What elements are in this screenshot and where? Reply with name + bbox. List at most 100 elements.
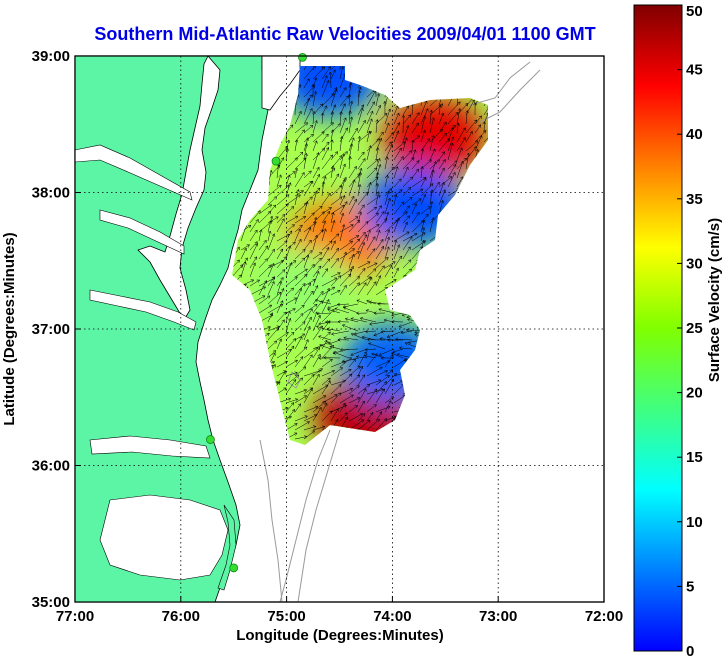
velocity-arrow: [393, 231, 410, 242]
velocity-arrow-head: [408, 150, 413, 154]
velocity-arrow-head: [352, 179, 356, 183]
velocity-arrow-head: [388, 188, 393, 192]
velocity-arrow-head: [338, 185, 343, 189]
velocity-arrow: [312, 103, 324, 116]
velocity-arrow: [402, 166, 409, 179]
velocity-arrow: [321, 410, 333, 422]
velocity-arrow-head: [314, 190, 318, 194]
velocity-arrow-head: [341, 324, 346, 328]
velocity-arrow: [384, 156, 388, 170]
velocity-arrow: [312, 120, 318, 134]
velocity-arrow: [249, 262, 256, 278]
velocity-arrow-head: [404, 221, 408, 226]
velocity-arrow-head: [406, 205, 410, 209]
velocity-arrow: [339, 111, 342, 125]
velocity-arrow: [375, 381, 387, 395]
velocity-arrow: [285, 182, 291, 197]
velocity-arrow-head: [325, 133, 329, 138]
velocity-arrow: [294, 129, 305, 143]
velocity-arrow-head: [438, 104, 442, 108]
velocity-arrow: [393, 211, 408, 224]
velocity-arrow: [429, 161, 437, 179]
velocity-arrow-head: [351, 137, 355, 141]
velocity-arrow: [240, 261, 246, 278]
velocity-arrow-head: [396, 122, 400, 126]
velocity-arrow-head: [252, 262, 257, 266]
velocity-arrow-head: [416, 211, 420, 216]
velocity-arrow: [321, 403, 328, 413]
velocity-arrow: [384, 396, 394, 404]
velocity-arrow-head: [387, 197, 391, 202]
velocity-arrow: [420, 206, 431, 215]
velocity-arrow-head: [353, 331, 358, 336]
velocity-arrow: [375, 265, 385, 278]
velocity-arrow: [429, 129, 443, 143]
velocity-arrow: [312, 384, 329, 395]
velocity-arrow: [384, 237, 390, 251]
velocity-arrow-head: [377, 275, 382, 279]
velocity-arrow-head: [320, 290, 324, 295]
velocity-arrow: [420, 148, 424, 161]
velocity-arrow-head: [331, 309, 335, 313]
velocity-arrow: [294, 122, 308, 134]
velocity-arrow-head: [328, 71, 333, 75]
velocity-arrow-head: [309, 108, 313, 112]
velocity-arrow: [321, 75, 328, 89]
velocity-arrow-head: [330, 129, 335, 133]
velocity-arrow-head: [381, 265, 385, 269]
velocity-arrow: [319, 344, 332, 350]
velocity-arrow-head: [366, 384, 371, 388]
velocity-arrow: [294, 436, 308, 440]
velocity-arrow: [348, 101, 353, 116]
velocity-arrow: [348, 179, 355, 197]
velocity-arrow: [348, 276, 360, 287]
velocity-arrow: [375, 388, 385, 404]
velocity-arrow-head: [314, 311, 318, 315]
chesapeake-bay: [137, 56, 221, 321]
velocity-arrow-head: [485, 112, 488, 116]
velocity-arrow: [348, 110, 351, 125]
velocity-arrow-head: [289, 262, 293, 266]
velocity-arrow-head: [367, 229, 371, 233]
velocity-arrow: [330, 405, 347, 413]
velocity-arrow-head: [391, 417, 396, 421]
velocity-arrow-head: [296, 188, 300, 193]
velocity-arrow: [384, 144, 393, 161]
velocity-arrow-head: [343, 336, 347, 340]
velocity-arrow: [303, 239, 312, 251]
velocity-arrow-head: [329, 240, 333, 244]
velocity-arrow-head: [386, 122, 390, 126]
velocity-arrow-head: [254, 243, 259, 247]
velocity-arrow: [438, 176, 453, 188]
velocity-arrow: [303, 250, 313, 260]
velocity-arrow-head: [357, 365, 361, 370]
velocity-arrow-head: [305, 339, 309, 343]
velocity-arrow-head: [272, 204, 277, 209]
velocity-arrow-head: [327, 331, 331, 335]
velocity-arrow: [411, 112, 420, 125]
velocity-arrow: [474, 115, 482, 125]
velocity-arrow-head: [300, 190, 304, 194]
velocity-arrow-head: [396, 353, 400, 357]
velocity-arrow: [315, 299, 332, 305]
velocity-arrow: [303, 347, 318, 359]
velocity-arrow-head: [262, 286, 267, 290]
velocity-arrow-head: [355, 355, 360, 359]
velocity-arrow-head: [365, 309, 369, 313]
velocity-arrow-head: [460, 176, 464, 180]
velocity-arrow: [312, 229, 324, 242]
velocity-arrow: [375, 375, 390, 386]
velocity-arrow-head: [406, 215, 411, 219]
velocity-arrow-head: [348, 155, 352, 160]
velocity-arrow: [333, 351, 350, 359]
velocity-arrow: [357, 276, 372, 287]
velocity-arrow-head: [406, 231, 410, 235]
velocity-arrow-head: [304, 346, 308, 350]
velocity-arrow: [357, 234, 368, 251]
velocity-arrow-head: [391, 313, 395, 317]
velocity-arrow-head: [343, 176, 347, 181]
velocity-arrow-head: [479, 134, 483, 139]
velocity-arrow: [303, 97, 310, 116]
velocity-arrow-head: [334, 88, 338, 93]
velocity-arrow-head: [301, 304, 305, 308]
